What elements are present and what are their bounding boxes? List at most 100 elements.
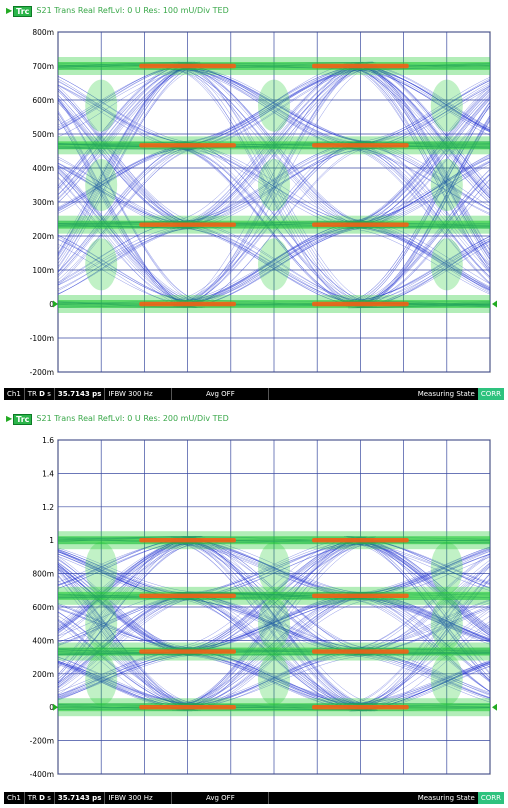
crossing-glow [430,542,463,595]
time-value: 35.7143 ps [55,388,106,400]
ifbw-value[interactable]: IFBW 300 Hz [105,792,173,804]
status-bar: Ch1 TR D s 35.7143 ps IFBW 300 Hz Avg OF… [4,388,504,400]
tr-text: TR [27,390,37,398]
crossing-glow [430,597,463,650]
eye-diagram-panel-2: ▶ Trc S21 Trans Real RefLvl: 0 U Res: 20… [4,412,504,804]
trace-info: S21 Trans Real RefLvl: 0 U Res: 200 mU/D… [36,414,229,423]
trace-marker-icon: ▶ [6,414,13,423]
y-tick-label: 1.6 [42,436,54,445]
level-hot-spot [139,301,236,307]
level-hot-spot [139,593,236,599]
crossing-glow [258,597,290,650]
crossing-glow [85,597,118,650]
y-tick-label: 200m [32,232,54,241]
ref-level-marker-right [492,703,497,711]
trace-info: S21 Trans Real RefLvl: 0 U Res: 100 mU/D… [36,6,229,15]
crossing-glow [85,159,118,211]
y-tick-label: -400m [30,770,54,779]
y-tick-label: -200m [30,737,54,746]
d-text: D [39,794,45,802]
crossing-glow [85,653,118,706]
level-hot-spot [312,649,409,654]
trace-badge[interactable]: Trc [13,5,33,17]
tr-text: TR [27,794,37,802]
trace-header: ▶ Trc S21 Trans Real RefLvl: 0 U Res: 20… [6,412,229,426]
eye-diagram-panel-1: ▶ Trc S21 Trans Real RefLvl: 0 U Res: 10… [4,4,504,400]
y-tick-label: 200m [32,670,54,679]
y-tick-label: 700m [32,62,54,71]
y-tick-label: 500m [32,130,54,139]
crossing-glow [258,159,290,211]
d-text: D [39,390,45,398]
y-tick-label: 1.4 [42,469,54,478]
avg-value[interactable]: Avg OFF [172,388,270,400]
y-tick-label: -200m [30,368,54,377]
eye-traces [58,531,490,717]
y-tick-label: 800m [32,570,54,579]
channel-label[interactable]: Ch1 [4,388,25,400]
avg-value[interactable]: Avg OFF [172,792,270,804]
y-tick-label: 400m [32,636,54,645]
crossing-glow [85,542,118,595]
status-bar: Ch1 TR D s 35.7143 ps IFBW 300 Hz Avg OF… [4,792,504,804]
crossing-glow [85,238,118,291]
y-tick-label: 600m [32,96,54,105]
trace-badge[interactable]: Trc [13,413,33,425]
crossing-glow [258,79,290,132]
trace-marker-icon: ▶ [6,6,13,15]
level-hot-spot [312,143,409,148]
level-band-core [58,591,490,600]
s-text: s [47,390,51,398]
y-tick-label: 100m [32,266,54,275]
ref-level-marker-left [53,300,58,308]
y-tick-label: 0 [49,703,54,712]
y-tick-label: -100m [30,334,54,343]
y-tick-label: 1 [49,536,54,545]
crossing-glow [258,653,290,706]
corr-badge: CORR [477,388,504,400]
level-band-core [58,703,490,712]
channel-label[interactable]: Ch1 [4,792,25,804]
level-hot-spot [312,222,409,227]
crossing-glow [258,238,290,291]
y-tick-label: 600m [32,603,54,612]
level-hot-spot [139,649,236,654]
y-tick-label: 400m [32,164,54,173]
crossing-glow [430,159,463,211]
crossing-glow [430,79,463,132]
level-hot-spot [139,143,236,148]
tr-label: TR D s [25,388,55,400]
level-hot-spot [139,538,236,543]
y-tick-label: 800m [32,28,54,37]
eye-diagram-plot: 800m 700m 600m 500m 400m 300m 200m 100m 0 -100m -2… [30,28,497,377]
y-tick-label: 0 [49,300,54,309]
crossing-glow [85,79,118,132]
ifbw-value[interactable]: IFBW 300 Hz [105,388,173,400]
s-text: s [47,794,51,802]
time-value: 35.7143 ps [55,792,106,804]
y-tick-label: 300m [32,198,54,207]
level-band-core [58,300,490,308]
y-tick-label: 1.2 [42,503,54,512]
crossing-glow [430,653,463,706]
tr-label: TR D s [25,792,55,804]
level-band-core [58,220,490,229]
measuring-state: Measuring State [417,794,475,802]
level-hot-spot [312,301,409,307]
level-band-core [58,536,490,545]
ref-level-marker-left [53,703,58,711]
trace-header: ▶ Trc S21 Trans Real RefLvl: 0 U Res: 10… [6,4,229,18]
level-band-core [58,141,490,150]
level-band-core [58,647,490,656]
level-hot-spot [312,538,409,543]
level-hot-spot [139,63,236,69]
eye-traces [58,57,490,313]
eye-diagram-plot: 1.6 1.4 1.2 1 800m 600m 400m 200m 0 -200m -400m [30,436,497,779]
crossing-glow [258,542,290,595]
measuring-state: Measuring State [417,390,475,398]
level-band-core [58,62,490,70]
crossing-glow [430,238,463,291]
level-hot-spot [312,705,409,710]
level-hot-spot [312,593,409,599]
level-hot-spot [139,222,236,227]
